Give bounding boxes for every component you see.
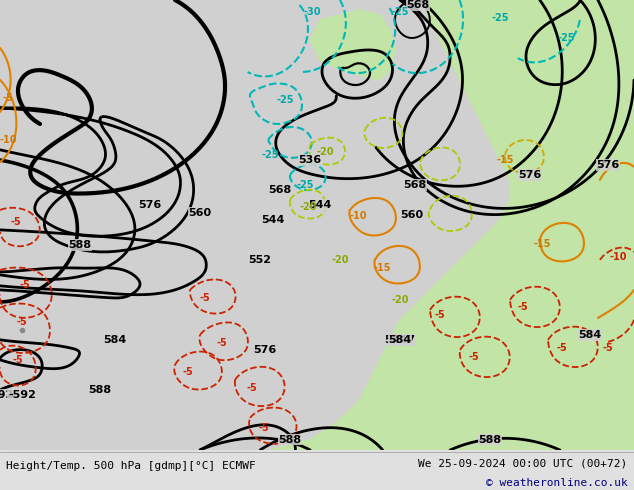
Text: 568: 568 <box>403 180 427 190</box>
Text: -5: -5 <box>3 93 13 103</box>
Text: -5: -5 <box>517 302 528 312</box>
Text: 584: 584 <box>389 335 411 345</box>
Text: 588: 588 <box>278 435 302 445</box>
Text: -5: -5 <box>20 280 30 290</box>
Text: -10: -10 <box>349 211 366 221</box>
Polygon shape <box>270 0 634 450</box>
Text: 576: 576 <box>519 170 541 180</box>
Text: -5: -5 <box>13 355 23 365</box>
Text: -5: -5 <box>16 317 27 327</box>
Text: We 25-09-2024 00:00 UTC (00+72): We 25-09-2024 00:00 UTC (00+72) <box>418 459 628 469</box>
Text: -20: -20 <box>316 147 333 157</box>
Text: -5: -5 <box>557 343 567 353</box>
Text: 536: 536 <box>299 155 321 165</box>
Text: -5: -5 <box>217 338 228 348</box>
Text: -5: -5 <box>247 383 257 393</box>
Text: -25: -25 <box>276 95 294 105</box>
Text: 544: 544 <box>261 215 285 225</box>
Text: -30: -30 <box>303 7 321 17</box>
Polygon shape <box>310 10 395 80</box>
Text: 544: 544 <box>308 200 332 210</box>
Text: 588: 588 <box>68 240 91 250</box>
Text: -25: -25 <box>557 33 575 43</box>
Text: Height/Temp. 500 hPa [gdmp][°C] ECMWF: Height/Temp. 500 hPa [gdmp][°C] ECMWF <box>6 461 256 471</box>
Text: -25: -25 <box>491 13 508 23</box>
Text: 584: 584 <box>578 330 602 340</box>
Text: © weatheronline.co.uk: © weatheronline.co.uk <box>486 478 628 488</box>
Text: -25: -25 <box>261 150 279 160</box>
Text: 588: 588 <box>88 385 112 395</box>
Text: -5: -5 <box>469 352 479 362</box>
Text: 576: 576 <box>254 345 276 355</box>
Text: -5: -5 <box>200 293 210 303</box>
Text: 588: 588 <box>479 435 501 445</box>
Text: 560: 560 <box>401 210 424 220</box>
Text: -5: -5 <box>11 217 22 227</box>
Text: 584: 584 <box>103 335 127 345</box>
Text: 560: 560 <box>188 208 212 218</box>
Text: -15: -15 <box>373 263 391 273</box>
Text: -10: -10 <box>0 135 16 145</box>
Text: 5847: 5847 <box>384 335 415 345</box>
Text: 568: 568 <box>268 185 292 195</box>
Text: -5: -5 <box>183 367 193 377</box>
Text: -5: -5 <box>259 423 269 433</box>
Text: -20: -20 <box>299 202 317 212</box>
Text: -15: -15 <box>496 155 514 165</box>
Text: -25: -25 <box>296 180 314 190</box>
Text: 592: 592 <box>0 390 13 400</box>
Text: -5: -5 <box>435 310 445 320</box>
Text: -20: -20 <box>391 295 409 305</box>
Polygon shape <box>0 0 634 450</box>
Text: 576: 576 <box>138 200 162 210</box>
Text: -10: -10 <box>609 252 627 262</box>
Text: -5: -5 <box>603 343 613 353</box>
Text: -25: -25 <box>391 7 409 17</box>
Text: -15: -15 <box>533 239 551 249</box>
Text: -20: -20 <box>331 255 349 265</box>
Text: 576: 576 <box>597 160 619 170</box>
Text: -592: -592 <box>8 390 36 400</box>
Text: 568: 568 <box>406 0 430 10</box>
Text: 552: 552 <box>249 255 271 265</box>
